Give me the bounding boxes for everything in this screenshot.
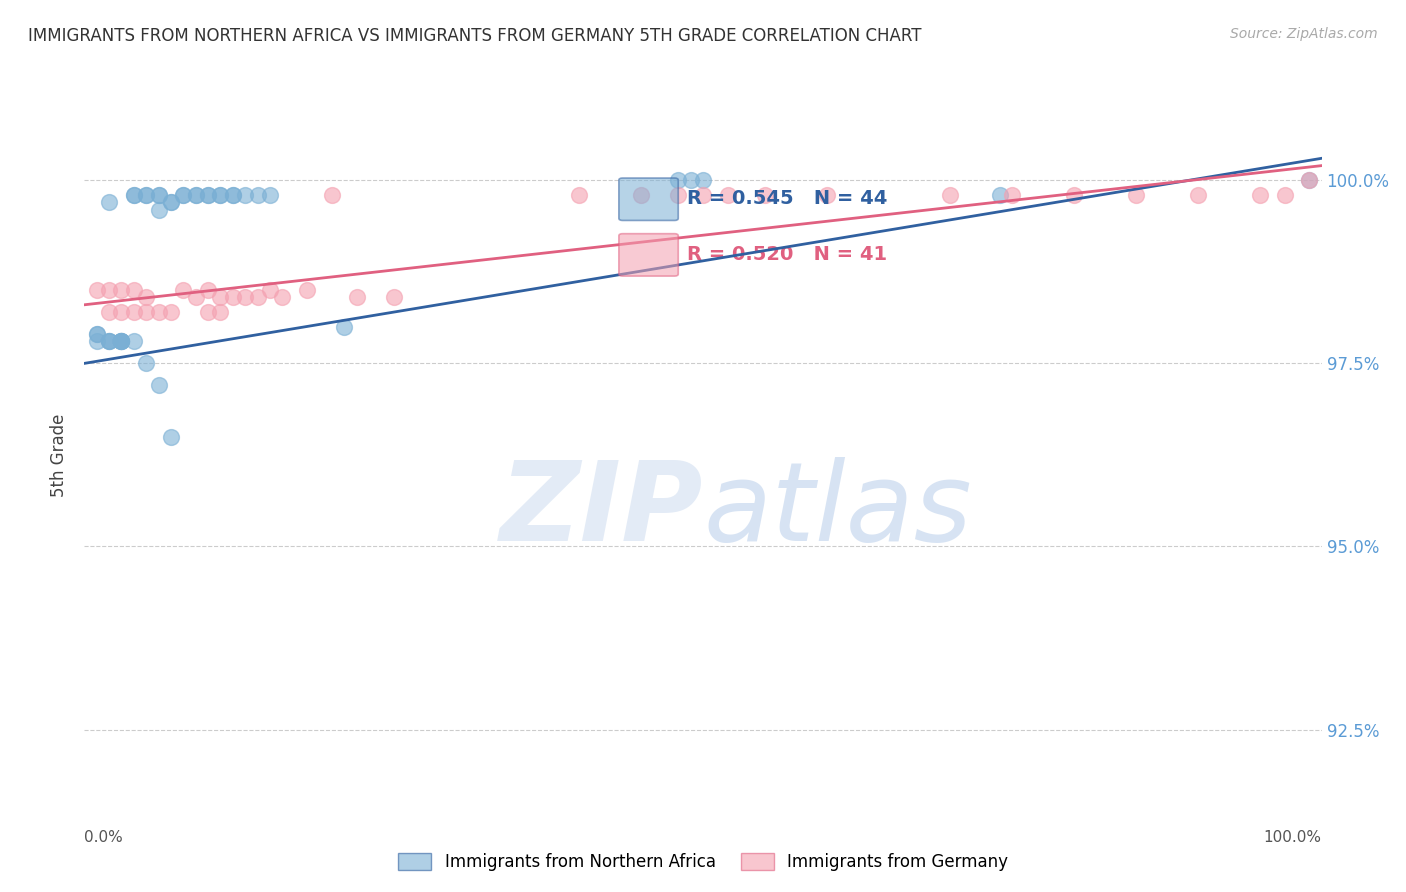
Text: IMMIGRANTS FROM NORTHERN AFRICA VS IMMIGRANTS FROM GERMANY 5TH GRADE CORRELATION: IMMIGRANTS FROM NORTHERN AFRICA VS IMMIG… <box>28 27 921 45</box>
Point <box>148 305 170 319</box>
Point <box>122 188 145 202</box>
Point <box>321 188 343 202</box>
Point <box>135 188 157 202</box>
Point <box>86 334 108 349</box>
Point <box>209 305 232 319</box>
Legend: Immigrants from Northern Africa, Immigrants from Germany: Immigrants from Northern Africa, Immigra… <box>391 847 1015 878</box>
Point <box>160 305 183 319</box>
Point <box>666 173 689 187</box>
Point <box>259 188 281 202</box>
Point <box>1001 188 1024 202</box>
Point <box>135 188 157 202</box>
Point <box>1298 173 1320 187</box>
Point <box>939 188 962 202</box>
Point <box>1125 188 1147 202</box>
Point <box>679 173 702 187</box>
Point <box>692 188 714 202</box>
Point <box>160 429 183 443</box>
Point <box>110 334 132 349</box>
Text: atlas: atlas <box>703 457 972 564</box>
Point <box>295 283 318 297</box>
Point <box>148 202 170 217</box>
Point <box>271 290 294 304</box>
Point <box>122 305 145 319</box>
Point <box>172 283 194 297</box>
Text: R = 0.545   N = 44: R = 0.545 N = 44 <box>688 189 887 209</box>
Point <box>754 188 776 202</box>
Point <box>172 188 194 202</box>
Point <box>184 290 207 304</box>
Point <box>110 334 132 349</box>
Point <box>98 334 121 349</box>
Text: ZIP: ZIP <box>499 457 703 564</box>
Point <box>184 188 207 202</box>
Point <box>233 290 256 304</box>
Point <box>259 283 281 297</box>
Point <box>98 283 121 297</box>
Point <box>86 327 108 342</box>
Point <box>988 188 1011 202</box>
Point <box>160 195 183 210</box>
Point <box>333 319 356 334</box>
Point <box>568 188 591 202</box>
Point <box>1298 173 1320 187</box>
Point <box>209 290 232 304</box>
Point <box>172 188 194 202</box>
Point <box>122 334 145 349</box>
Point <box>110 334 132 349</box>
Point <box>98 305 121 319</box>
Point <box>148 188 170 202</box>
Point <box>246 188 269 202</box>
Point <box>815 188 838 202</box>
Text: R = 0.520   N = 41: R = 0.520 N = 41 <box>688 245 887 264</box>
Point <box>110 283 132 297</box>
Point <box>122 188 145 202</box>
Point <box>98 195 121 210</box>
Point <box>717 188 740 202</box>
Point <box>1274 188 1296 202</box>
Point <box>630 188 652 202</box>
Point <box>135 290 157 304</box>
Point <box>197 188 219 202</box>
Text: 0.0%: 0.0% <box>84 830 124 845</box>
Point <box>246 290 269 304</box>
Point <box>666 188 689 202</box>
Point <box>148 378 170 392</box>
Y-axis label: 5th Grade: 5th Grade <box>51 413 69 497</box>
Text: 100.0%: 100.0% <box>1264 830 1322 845</box>
Point <box>209 188 232 202</box>
Point <box>222 188 245 202</box>
Point <box>110 305 132 319</box>
Point <box>122 283 145 297</box>
Point <box>86 283 108 297</box>
Point <box>110 334 132 349</box>
Point <box>222 290 245 304</box>
Point <box>209 188 232 202</box>
Text: Source: ZipAtlas.com: Source: ZipAtlas.com <box>1230 27 1378 41</box>
Point <box>160 195 183 210</box>
Point <box>184 188 207 202</box>
Point <box>86 327 108 342</box>
Point <box>148 188 170 202</box>
FancyBboxPatch shape <box>619 234 678 277</box>
Point <box>1249 188 1271 202</box>
Point <box>222 188 245 202</box>
Point <box>197 305 219 319</box>
Point <box>346 290 368 304</box>
Point <box>1187 188 1209 202</box>
Point <box>197 283 219 297</box>
FancyBboxPatch shape <box>619 178 678 220</box>
Point <box>135 356 157 370</box>
Point <box>382 290 405 304</box>
Point <box>98 334 121 349</box>
Point <box>135 305 157 319</box>
Point <box>197 188 219 202</box>
Point <box>233 188 256 202</box>
Point <box>1063 188 1085 202</box>
Point <box>110 334 132 349</box>
Point <box>692 173 714 187</box>
Point <box>98 334 121 349</box>
